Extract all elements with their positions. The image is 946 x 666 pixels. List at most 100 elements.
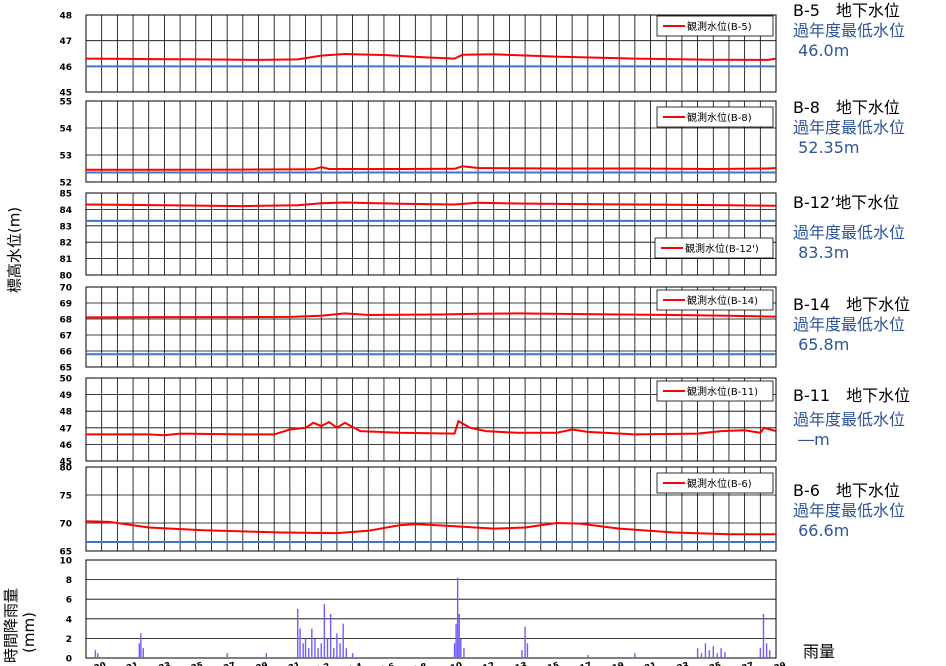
rain-bar xyxy=(526,643,529,658)
rain-bar xyxy=(700,653,703,658)
rain-bar xyxy=(521,650,523,658)
y-tick-label: 45 xyxy=(59,89,72,99)
legend-label: 観測水位(B-6) xyxy=(687,477,752,490)
legend-box xyxy=(654,237,774,259)
x-tick-label: H31.4.8 xyxy=(390,662,429,666)
rain-bar xyxy=(458,613,460,658)
rain-bar xyxy=(317,648,319,658)
side-label-b11: B-11 地下水位 過年度最低水位 ―m xyxy=(793,386,910,450)
panel-frame xyxy=(85,377,777,462)
side-label-b12: B-12’地下水位 過年度最低水位 83.3m xyxy=(793,193,905,263)
y-tick-label: 4 xyxy=(66,615,72,625)
y-tick-label: 53 xyxy=(59,152,72,162)
legend-box xyxy=(656,289,774,311)
rain-bar xyxy=(716,653,718,658)
side-sub-b5: 過年度最低水位 xyxy=(793,21,906,40)
y-tick-label: 8 xyxy=(66,576,72,586)
rain-bar xyxy=(304,638,307,658)
y-tick-label: 67 xyxy=(59,332,72,342)
y-tick-label: 50 xyxy=(59,375,72,385)
y-tick-label: 80 xyxy=(59,272,72,282)
y-tick-label: 10 xyxy=(59,557,72,567)
side-title-b6: B-6 地下水位 xyxy=(793,481,900,500)
side-sub-b8: 過年度最低水位 xyxy=(793,118,906,137)
rain-side-label: 雨量 xyxy=(803,642,836,661)
rain-bar xyxy=(339,643,341,658)
rain-bar xyxy=(138,643,141,658)
side-sub-b6: 過年度最低水位 xyxy=(793,501,906,520)
y-tick-label: 52 xyxy=(59,179,72,189)
rain-bar xyxy=(587,655,589,658)
rain-bar xyxy=(307,648,310,658)
side-title-b14: B-14 地下水位 xyxy=(793,295,911,314)
rain-bar xyxy=(94,650,97,658)
rain-bar xyxy=(297,609,299,658)
water-level-series xyxy=(85,201,777,208)
rain-bar xyxy=(140,633,142,658)
y-tick-label: 66 xyxy=(59,348,72,358)
rain-bar xyxy=(142,648,144,658)
panel-frame xyxy=(85,100,777,183)
legend-label: 観測水位(B-14) xyxy=(687,294,758,307)
rain-bar xyxy=(299,628,301,658)
rain-bar xyxy=(326,638,329,658)
side-title-b11: B-11 地下水位 xyxy=(793,386,911,405)
side-value-b11: ―m xyxy=(793,430,830,449)
rain-bar xyxy=(323,604,326,658)
rain-bar xyxy=(453,643,456,658)
y-tick-label: 70 xyxy=(59,520,72,530)
side-title-b8: B-8 地下水位 xyxy=(793,98,900,117)
y-tick-label: 55 xyxy=(59,98,72,108)
panel-frame xyxy=(85,14,777,93)
y-tick-label: 85 xyxy=(59,190,72,200)
side-value-b14: 65.8m xyxy=(793,335,850,354)
y-tick-label: 45 xyxy=(59,458,72,468)
rain-bar xyxy=(704,643,707,658)
panel-frame xyxy=(85,559,777,659)
water-level-series xyxy=(86,419,777,437)
y-tick-label: 70 xyxy=(59,284,72,294)
rain-bar xyxy=(524,626,526,658)
legend-label: 観測水位(B-12') xyxy=(685,242,759,255)
rain-bar xyxy=(351,653,354,658)
rain-bar xyxy=(333,648,335,658)
y-tick-label: 83 xyxy=(59,222,72,232)
rain-bar xyxy=(302,643,304,658)
legend-box xyxy=(656,472,774,494)
y-tick-label: 46 xyxy=(59,441,72,451)
panel-bg xyxy=(86,560,776,658)
rain-axis-label-1: 時間降雨量 xyxy=(2,587,20,663)
side-value-b8: 52.35m xyxy=(793,138,860,157)
water-level-series xyxy=(86,165,777,171)
rain-bar xyxy=(765,643,768,658)
rain-bar xyxy=(320,643,322,658)
legend-label: 観測水位(B-11) xyxy=(687,385,758,398)
y-axis-label-text: 標高水位(m) xyxy=(5,206,24,294)
side-label-b6: B-6 地下水位 過年度最低水位 66.6m xyxy=(793,481,905,541)
y-tick-label: 47 xyxy=(59,424,72,434)
rain-axis-label-2: (mm) xyxy=(20,612,38,653)
y-tick-label: 80 xyxy=(59,464,72,474)
rain-bar xyxy=(311,628,313,658)
y-axis-label: 標高水位(m) xyxy=(2,190,26,310)
rain-bar xyxy=(720,648,722,658)
legend-label: 観測水位(B-5) xyxy=(687,20,752,33)
rain-bar xyxy=(265,653,268,658)
side-value-b5: 46.0m xyxy=(793,41,850,60)
rain-bar xyxy=(314,638,316,658)
side-label-b8: B-8 地下水位 過年度最低水位 52.35m xyxy=(793,98,905,158)
x-tick-label: H31.4.4 xyxy=(325,662,364,666)
panel-frame xyxy=(85,286,777,368)
side-value-b6: 66.6m xyxy=(793,521,850,540)
side-title-b5: B-5 地下水位 xyxy=(793,1,900,20)
y-tick-label: 47 xyxy=(59,37,72,47)
y-tick-label: 54 xyxy=(59,125,72,135)
panel-frame xyxy=(85,466,777,552)
y-tick-label: 48 xyxy=(59,408,72,418)
rain-bar xyxy=(769,650,771,658)
rain-bar xyxy=(460,638,462,658)
legend-label: 観測水位(B-8) xyxy=(687,111,752,124)
side-value-b12: 83.3m xyxy=(793,243,850,262)
side-sub-b14: 過年度最低水位 xyxy=(793,315,906,334)
